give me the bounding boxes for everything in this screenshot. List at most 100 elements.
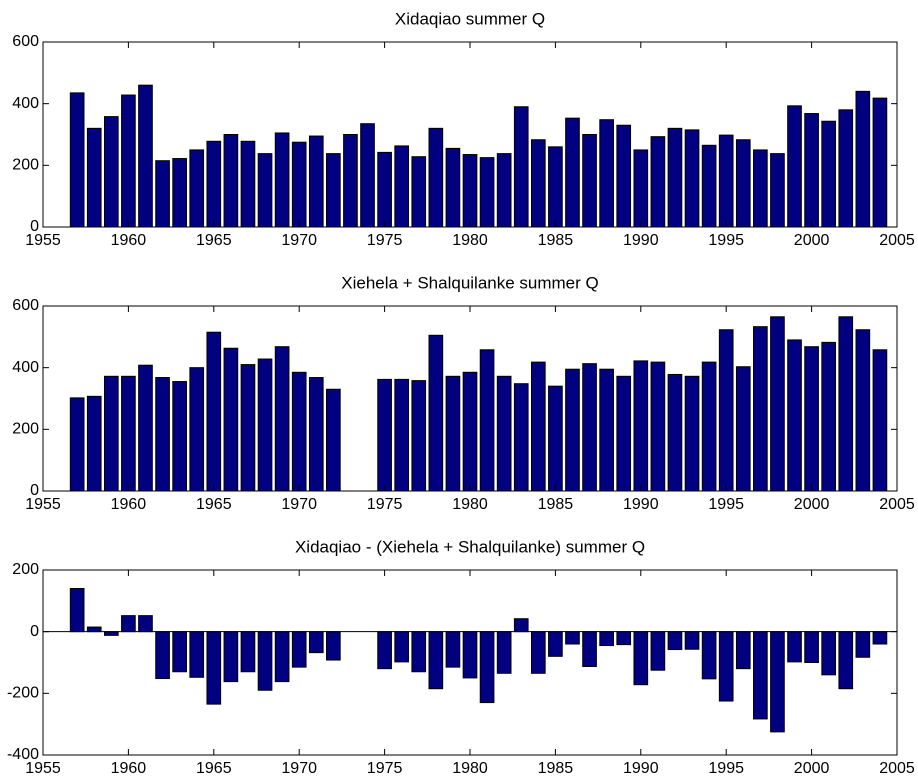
x-tick-label: 1960: [111, 496, 147, 513]
bar: [223, 347, 239, 492]
bar: [770, 316, 785, 492]
x-tick-label: 1975: [367, 760, 403, 777]
bar: [189, 149, 205, 228]
x-tick-label: 1995: [708, 232, 744, 249]
x-tick-label: 2000: [794, 760, 830, 777]
bar: [121, 615, 136, 633]
bar: [565, 631, 580, 645]
y-tick-label: -400: [7, 746, 39, 763]
bar: [189, 367, 205, 492]
bar: [582, 363, 597, 492]
bar: [838, 631, 854, 690]
bar: [240, 364, 256, 492]
bar: [667, 127, 683, 228]
bar: [377, 378, 392, 492]
bar: [667, 631, 683, 651]
bar: [770, 153, 785, 228]
bar: [548, 146, 563, 228]
x-tick-label: 2000: [794, 232, 830, 249]
bar: [257, 631, 273, 691]
bar: [274, 346, 290, 492]
x-tick-label: 1990: [623, 496, 659, 513]
bar: [582, 631, 597, 668]
x-tick-label: 1960: [111, 760, 147, 777]
bar: [308, 135, 324, 228]
bar: [274, 631, 290, 683]
x-tick-label: 1975: [367, 232, 403, 249]
bar: [411, 631, 427, 673]
y-tick-label: 600: [12, 297, 39, 314]
bar: [172, 158, 187, 228]
y-tick-label: 200: [12, 561, 39, 578]
bar: [735, 631, 751, 670]
bar: [394, 378, 410, 492]
x-tick-label: 1960: [111, 232, 147, 249]
y-tick-label: 600: [12, 33, 39, 50]
bar: [206, 140, 222, 228]
bar: [103, 375, 119, 492]
bar: [257, 153, 273, 228]
bar: [121, 375, 136, 492]
bar: [121, 94, 136, 228]
bar: [753, 631, 768, 720]
chart-title: Xidaqiao summer Q: [395, 9, 545, 28]
bar: [548, 631, 563, 657]
bar: [787, 631, 802, 663]
y-tick-label: 200: [12, 421, 39, 438]
bar: [103, 116, 119, 228]
bar: [462, 154, 478, 228]
bar: [684, 375, 700, 492]
y-tick-label: 0: [30, 623, 39, 640]
bar: [633, 149, 649, 228]
bar: [838, 109, 854, 228]
bar: [821, 120, 837, 228]
bar: [86, 127, 102, 228]
bar: [753, 326, 768, 492]
bar: [343, 134, 358, 228]
x-tick-label: 1980: [452, 232, 488, 249]
bar: [684, 631, 700, 650]
bar: [240, 631, 256, 673]
x-tick-label: 1970: [281, 232, 317, 249]
bar: [718, 631, 734, 702]
bar: [565, 117, 580, 228]
bar: [735, 366, 751, 492]
bar: [855, 329, 871, 492]
bar: [838, 316, 854, 492]
bar: [360, 123, 375, 228]
bar: [394, 145, 410, 228]
bar: [155, 160, 170, 228]
bar: [872, 97, 888, 228]
x-tick-label: 1965: [196, 232, 232, 249]
bar: [172, 381, 187, 492]
chart-title: Xidaqiao - (Xiehela + Shalquilanke) summ…: [295, 537, 645, 556]
y-tick-label: -200: [7, 685, 39, 702]
bar: [479, 631, 495, 704]
plot-frame: [42, 305, 898, 492]
bar: [650, 631, 666, 671]
bar: [445, 375, 461, 492]
bar: [223, 631, 239, 683]
x-tick-label: 1985: [538, 760, 574, 777]
bar: [291, 141, 307, 228]
bar: [462, 371, 478, 492]
bar: [138, 615, 153, 633]
bar: [308, 631, 324, 654]
bar: [428, 334, 444, 492]
bar: [530, 361, 546, 492]
x-tick-label: 1975: [367, 496, 403, 513]
bar: [701, 631, 717, 680]
x-tick-label: 1955: [25, 496, 61, 513]
x-tick-label: 1965: [196, 760, 232, 777]
bar: [206, 331, 222, 492]
x-tick-label: 1965: [196, 496, 232, 513]
x-tick-label: 1980: [452, 496, 488, 513]
x-tick-label: 2005: [879, 760, 915, 777]
bar: [206, 631, 222, 705]
bar: [735, 139, 751, 228]
bar: [599, 368, 614, 492]
bar: [496, 631, 512, 674]
bar: [548, 385, 563, 492]
x-tick-label: 1970: [281, 496, 317, 513]
bar: [240, 140, 256, 228]
